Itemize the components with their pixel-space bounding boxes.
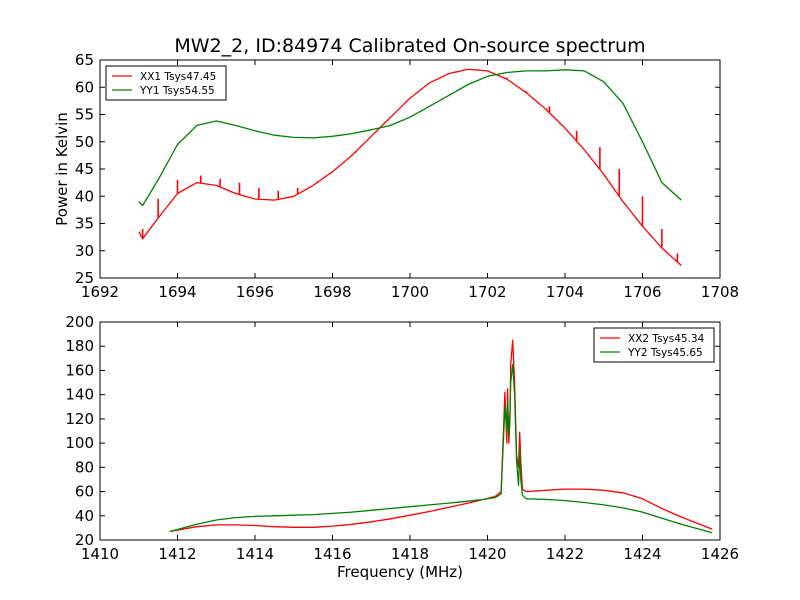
y-tick-label: 60 [75, 78, 94, 96]
legend-box [593, 327, 715, 363]
legend-box [105, 65, 227, 101]
x-tick-label: 1412 [158, 545, 196, 563]
y-tick-label: 35 [75, 215, 94, 233]
y-tick-label: 55 [75, 106, 94, 124]
x-tick-label: 1416 [313, 545, 351, 563]
legend-entry: XX2 Tsys45.34 [628, 333, 705, 345]
x-tick-label: 1414 [236, 545, 274, 563]
y-tick-label: 45 [75, 160, 94, 178]
x-tick-label: 1702 [468, 283, 506, 301]
series-line-xx1 [138, 68, 682, 266]
x-tick-label: 1704 [546, 283, 584, 301]
x-tick-label: 1410 [81, 545, 119, 563]
x-axis-label: Frequency (MHz) [337, 563, 463, 581]
x-tick-label: 1424 [623, 545, 661, 563]
x-tick-label: 1698 [313, 283, 351, 301]
x-tick-label: 1422 [546, 545, 584, 563]
x-tick-label: 1706 [623, 283, 661, 301]
y-tick-label: 120 [65, 410, 94, 428]
y-tick-label: 180 [65, 337, 94, 355]
series-line-yy1 [138, 69, 682, 207]
y-tick-label: 100 [65, 434, 94, 452]
x-tick-label: 1696 [236, 283, 274, 301]
y-tick-label: 20 [75, 531, 94, 549]
x-tick-label: 1694 [158, 283, 196, 301]
legend-entry: XX1 Tsys47.45 [140, 71, 216, 83]
y-tick-label: 50 [75, 133, 94, 151]
y-tick-label: 40 [75, 507, 94, 525]
x-tick-label: 1700 [391, 283, 429, 301]
legend-entry: YY2 Tsys45.65 [627, 347, 703, 359]
y-tick-label: 80 [75, 458, 94, 476]
y-tick-label: 25 [75, 269, 94, 287]
bottom-spectrum-plot: 1410 1412 1414 1416 1418 1420 1422 1424 1426 20 40… [65, 313, 739, 581]
x-tick-label: 1420 [468, 545, 506, 563]
y-axis-label: Power in Kelvin [53, 112, 71, 226]
series-line-xx2 [169, 339, 713, 533]
y-tick-label: 140 [65, 386, 94, 404]
series-line-yy2 [169, 363, 713, 534]
top-spectrum-plot: 1692 1694 1696 1698 1700 1702 1704 1706 1708 25 30… [53, 51, 739, 301]
y-tick-label: 200 [65, 313, 94, 331]
y-tick-label: 40 [75, 187, 94, 205]
y-tick-label: 30 [75, 242, 94, 260]
x-tick-label: 1426 [701, 545, 739, 563]
y-tick-label: 160 [65, 361, 94, 379]
chart-title: MW2_2, ID:84974 Calibrated On-source spe… [174, 35, 645, 57]
x-tick-label: 1692 [81, 283, 119, 301]
x-tick-label: 1708 [701, 283, 739, 301]
y-tick-label: 65 [75, 51, 94, 69]
legend-entry: YY1 Tsys54.55 [139, 85, 215, 97]
x-tick-label: 1418 [391, 545, 429, 563]
y-tick-label: 60 [75, 483, 94, 501]
